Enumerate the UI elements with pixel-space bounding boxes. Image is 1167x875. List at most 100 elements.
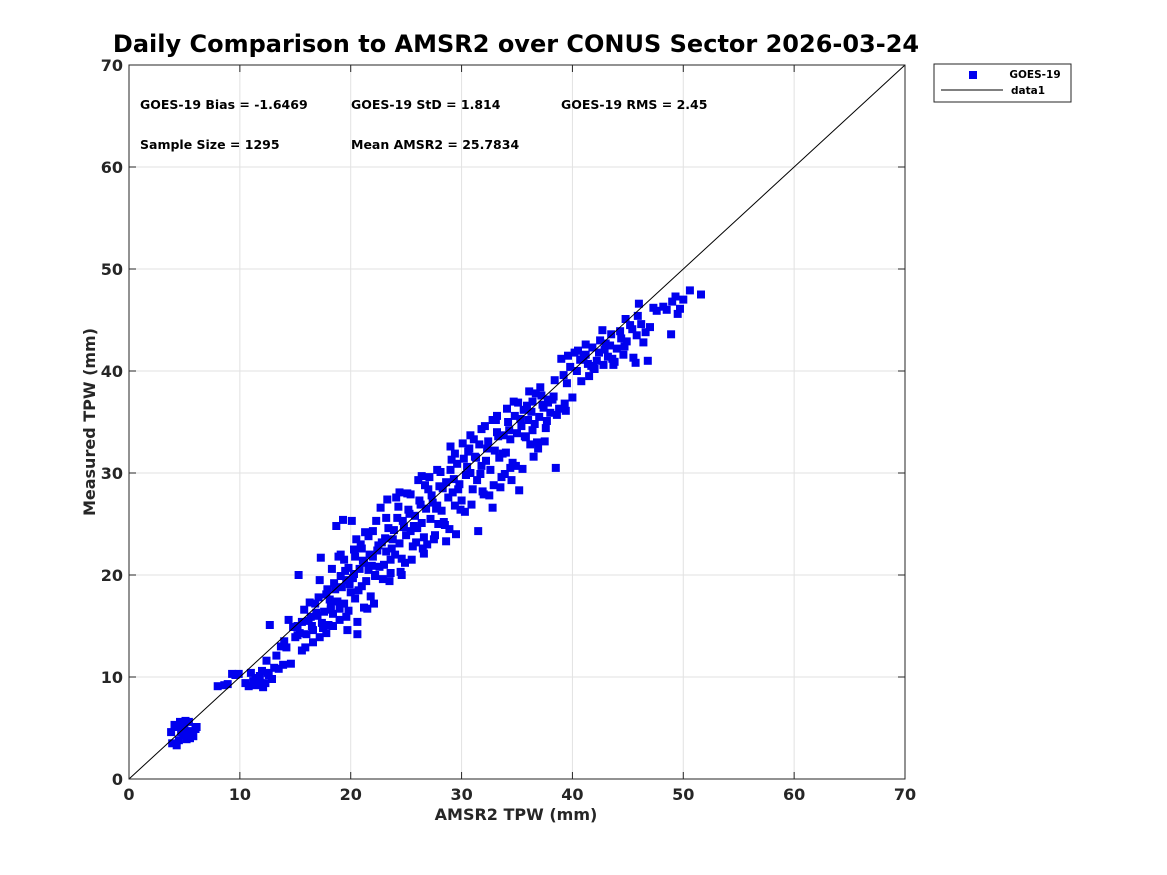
- data-point: [415, 496, 424, 505]
- axis-ticks: 0 10 20 30 40 50 60 70 0 10 20 30 40 50 60 70: [101, 56, 916, 804]
- data-point: [513, 429, 521, 438]
- data-point: [585, 372, 594, 381]
- data-point: [646, 323, 654, 332]
- data-point: [456, 505, 465, 514]
- data-point: [607, 330, 616, 339]
- data-point: [572, 367, 581, 375]
- data-point: [612, 344, 621, 353]
- data-point: [293, 631, 302, 640]
- data-point: [596, 336, 605, 345]
- data-point: [504, 418, 513, 426]
- data-point: [468, 485, 477, 494]
- data-point: [535, 412, 544, 421]
- data-point: [347, 516, 356, 525]
- data-point: [320, 607, 329, 616]
- data-point: [352, 535, 361, 544]
- data-point: [514, 398, 523, 407]
- data-point: [355, 564, 364, 573]
- legend-label-goes19: GOES-19: [1009, 69, 1060, 81]
- data-point: [659, 302, 668, 311]
- data-point: [265, 621, 274, 629]
- data-point: [407, 555, 416, 564]
- data-point: [494, 432, 503, 441]
- data-point: [381, 534, 390, 543]
- data-point: [489, 481, 498, 490]
- data-point: [652, 306, 661, 315]
- data-point: [259, 683, 268, 692]
- data-point: [634, 299, 643, 308]
- data-point: [531, 389, 540, 398]
- data-point: [490, 446, 499, 455]
- data-point: [477, 425, 486, 434]
- data-point: [536, 383, 545, 392]
- data-point: [559, 371, 568, 380]
- bias-annotation: GOES-19 Bias = -1.6469: [140, 97, 308, 112]
- data-point: [399, 523, 408, 532]
- data-point: [557, 354, 566, 363]
- data-point: [382, 547, 391, 556]
- data-point: [562, 379, 571, 388]
- y-tick-label: 60: [101, 158, 123, 177]
- data-point: [505, 426, 514, 435]
- plot-area: 0 10 20 30 40 50 60 70 0 10 20 30 40 50 60 70: [101, 56, 916, 804]
- data-point: [641, 328, 650, 337]
- data-point: [364, 532, 373, 541]
- data-point: [213, 682, 222, 691]
- sample-size-annotation: Sample Size = 1295: [140, 137, 280, 152]
- data-point: [370, 599, 378, 608]
- data-point: [315, 633, 324, 642]
- data-point: [258, 666, 266, 675]
- data-point: [620, 342, 629, 351]
- data-point: [340, 599, 349, 608]
- data-point: [406, 527, 415, 536]
- data-point: [639, 338, 648, 347]
- data-point: [595, 348, 603, 357]
- data-point: [473, 476, 482, 485]
- rms-annotation: GOES-19 RMS = 2.45: [561, 97, 707, 112]
- data-point: [335, 604, 344, 613]
- data-point: [619, 350, 628, 359]
- data-point: [525, 387, 534, 396]
- data-point: [507, 476, 516, 485]
- data-point: [395, 539, 404, 548]
- data-point: [289, 623, 298, 631]
- data-point: [279, 660, 288, 669]
- data-point: [629, 353, 638, 362]
- data-point: [581, 340, 590, 349]
- data-point: [476, 470, 485, 478]
- data-point: [530, 420, 539, 428]
- data-point: [537, 391, 546, 400]
- data-point: [181, 716, 190, 725]
- data-point: [323, 585, 332, 594]
- data-point: [552, 410, 561, 419]
- data-point: [325, 595, 334, 604]
- data-point: [458, 439, 467, 448]
- data-point: [293, 622, 302, 630]
- data-point: [346, 588, 355, 597]
- data-point: [519, 405, 528, 414]
- data-point: [449, 475, 458, 484]
- data-point: [348, 574, 357, 583]
- data-point: [510, 411, 519, 420]
- data-point: [482, 456, 490, 465]
- data-point: [332, 522, 341, 530]
- data-point: [322, 629, 331, 638]
- data-point: [438, 484, 447, 493]
- data-point: [564, 351, 572, 360]
- data-point: [453, 459, 462, 468]
- data-point: [448, 488, 457, 497]
- data-point: [376, 503, 385, 512]
- data-point: [372, 516, 381, 525]
- data-point: [329, 609, 337, 618]
- data-point: [621, 315, 630, 323]
- data-point: [357, 582, 366, 591]
- data-point: [294, 571, 303, 579]
- data-point: [440, 521, 449, 529]
- data-point: [367, 561, 376, 570]
- data-point: [385, 577, 394, 586]
- data-points: [167, 286, 705, 750]
- data-point: [314, 593, 323, 602]
- data-point: [354, 586, 363, 595]
- data-point: [432, 504, 441, 513]
- data-point: [246, 668, 255, 677]
